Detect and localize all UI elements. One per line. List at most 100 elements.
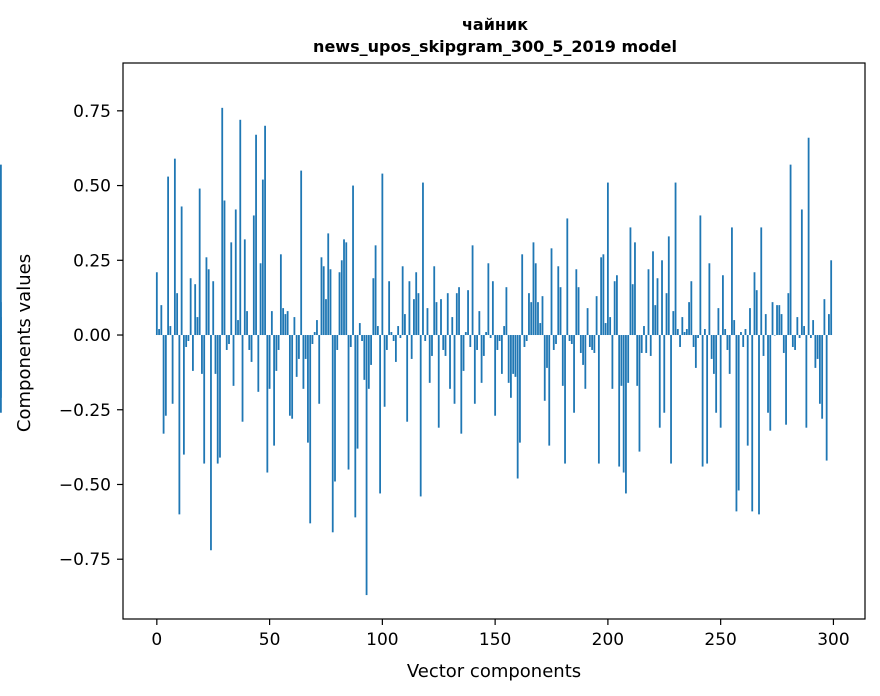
bar bbox=[370, 335, 372, 365]
bar bbox=[205, 257, 208, 336]
bar bbox=[234, 209, 237, 336]
bar bbox=[528, 293, 530, 336]
bar bbox=[588, 335, 591, 347]
bar bbox=[627, 335, 630, 383]
bar bbox=[248, 335, 251, 350]
y-axis-label: Components values bbox=[14, 254, 35, 432]
bar bbox=[194, 284, 197, 336]
bar bbox=[390, 332, 393, 336]
bar bbox=[264, 125, 266, 336]
bar bbox=[376, 326, 379, 336]
bar bbox=[300, 170, 303, 336]
bar bbox=[469, 335, 472, 347]
bar bbox=[796, 317, 799, 336]
bar bbox=[564, 335, 566, 464]
bar bbox=[401, 266, 404, 336]
bar bbox=[426, 308, 429, 336]
bar bbox=[449, 335, 451, 389]
bar bbox=[198, 188, 201, 336]
bar bbox=[485, 332, 487, 336]
y-tick-label: 0.00 bbox=[73, 326, 111, 346]
bar bbox=[507, 335, 510, 383]
bar bbox=[519, 335, 521, 443]
bar bbox=[451, 317, 454, 336]
bar bbox=[794, 335, 796, 350]
bar bbox=[773, 335, 776, 336]
bar bbox=[237, 320, 239, 336]
bar bbox=[0, 164, 2, 336]
bar bbox=[478, 311, 481, 336]
bar bbox=[663, 335, 666, 413]
bar bbox=[557, 266, 560, 336]
bar bbox=[232, 335, 235, 386]
bar bbox=[649, 335, 652, 356]
bar bbox=[304, 335, 307, 359]
bar bbox=[735, 335, 738, 512]
bar bbox=[640, 335, 643, 353]
bar bbox=[158, 329, 160, 336]
bar bbox=[812, 320, 815, 336]
bar bbox=[652, 251, 654, 336]
bar bbox=[728, 335, 731, 374]
bar bbox=[279, 254, 282, 336]
bar bbox=[180, 206, 183, 336]
bar bbox=[656, 278, 659, 336]
bar bbox=[539, 323, 542, 336]
bar bbox=[744, 329, 747, 336]
bar bbox=[444, 335, 447, 356]
bar-series bbox=[0, 107, 833, 596]
bar bbox=[591, 335, 593, 350]
bar bbox=[593, 335, 596, 353]
bar bbox=[311, 335, 314, 344]
bar bbox=[622, 335, 625, 473]
bar bbox=[661, 260, 663, 336]
bar bbox=[503, 326, 506, 336]
bar bbox=[298, 335, 300, 359]
bar bbox=[309, 335, 312, 524]
x-tick-label: 50 bbox=[259, 630, 281, 650]
bar bbox=[286, 311, 289, 336]
bar bbox=[643, 326, 645, 336]
bar bbox=[500, 335, 503, 374]
chart-title: чайник bbox=[462, 15, 528, 34]
bar bbox=[406, 335, 409, 422]
bar bbox=[203, 335, 206, 464]
bar bbox=[293, 317, 296, 336]
x-axis-label: Vector components bbox=[407, 661, 581, 682]
bar bbox=[679, 335, 681, 347]
bar bbox=[196, 317, 199, 336]
bar bbox=[435, 302, 438, 336]
bar bbox=[189, 278, 192, 336]
bar bbox=[388, 281, 391, 336]
bar bbox=[216, 335, 219, 464]
bar bbox=[559, 287, 562, 336]
bar bbox=[584, 335, 587, 389]
bar bbox=[688, 302, 690, 336]
x-tick-label: 0 bbox=[151, 630, 162, 650]
bar bbox=[595, 296, 598, 336]
bar bbox=[620, 335, 623, 386]
x-tick-label: 300 bbox=[817, 630, 849, 650]
bar bbox=[322, 266, 325, 336]
bar bbox=[803, 326, 805, 336]
bar bbox=[453, 335, 456, 404]
bar bbox=[352, 185, 354, 336]
bar bbox=[185, 335, 188, 347]
bar bbox=[667, 236, 670, 336]
bar bbox=[683, 332, 686, 336]
bar bbox=[505, 287, 508, 336]
bar bbox=[821, 335, 824, 419]
bar bbox=[410, 335, 413, 359]
bar bbox=[460, 335, 463, 434]
bar bbox=[647, 269, 650, 336]
bar bbox=[340, 260, 343, 336]
bar bbox=[167, 176, 169, 336]
bar bbox=[192, 335, 194, 371]
bar bbox=[800, 209, 803, 336]
bar bbox=[672, 311, 675, 336]
bar bbox=[712, 335, 715, 374]
bar bbox=[295, 335, 298, 377]
bar bbox=[431, 335, 433, 356]
bar bbox=[394, 335, 397, 362]
bar bbox=[604, 323, 607, 336]
